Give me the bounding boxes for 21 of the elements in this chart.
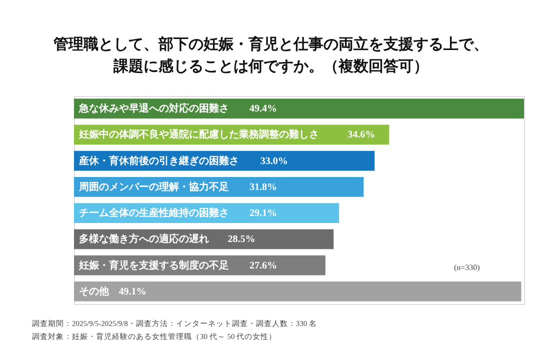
text: 課題に感じることは何ですか。（複数回答可）	[114, 59, 428, 75]
data-label: 28.5%	[228, 234, 256, 246]
text: 管理職として、部下の妊娠・育児と仕事の両立を支援する上で、	[54, 37, 488, 53]
data-label: 27.6%	[250, 260, 277, 272]
annotation: (n=330)	[454, 263, 480, 272]
y-tick-label: 妊娠中の体調不良や通院に配慮した業務調整の難しさ	[78, 128, 319, 141]
data-label: 33.0%	[260, 156, 288, 167]
y-tick-label: その他	[79, 285, 110, 298]
data-label: 31.8%	[250, 182, 277, 193]
y-tick-label: 急な休みや早退への対応の困難さ	[78, 102, 229, 115]
y-tick-label: 妊娠・育児を支援する制度の不足	[78, 259, 229, 272]
data-label: 49.1%	[118, 286, 146, 298]
y-tick-label: チーム全体の生産性維持の困難さ	[79, 207, 229, 220]
bar	[74, 282, 522, 302]
data-label: 29.1%	[250, 208, 277, 220]
bar	[74, 98, 524, 118]
y-tick-label: 周囲のメンバーの理解・協力不足	[78, 180, 229, 193]
y-tick-label: 多様な働き方への適応の遅れ	[79, 233, 209, 246]
data-label: 49.4%	[250, 104, 277, 115]
y-tick-label: 産休・育休前後の引き継ぎの困難さ	[78, 154, 239, 167]
data-label: 34.6%	[348, 130, 376, 141]
